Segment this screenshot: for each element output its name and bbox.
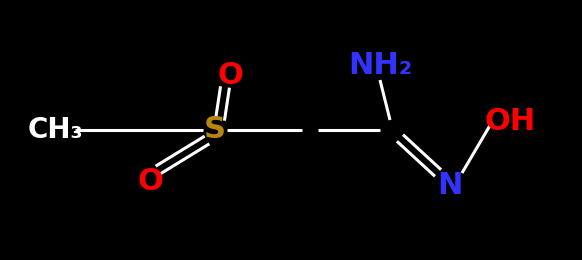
Text: CH₃: CH₃ xyxy=(27,116,83,144)
Text: S: S xyxy=(204,115,226,145)
Text: OH: OH xyxy=(484,107,535,136)
Text: O: O xyxy=(137,167,163,197)
Text: O: O xyxy=(217,61,243,89)
Text: N: N xyxy=(437,171,463,199)
Text: NH₂: NH₂ xyxy=(348,50,412,80)
